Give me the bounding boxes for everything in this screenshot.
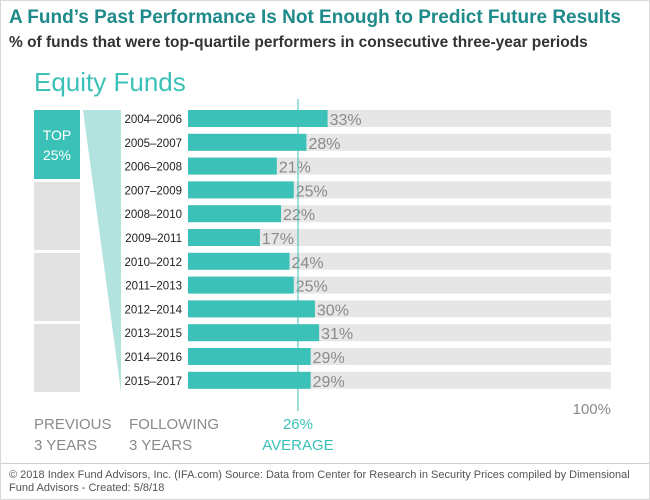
bar-row: 2015–2017 29% — [124, 371, 611, 391]
previous-caption-line1: PREVIOUS — [34, 416, 112, 433]
category-label: 2007–2009 — [124, 185, 182, 197]
bar-row: 2008–2010 22% — [124, 205, 611, 224]
previous-caption-line2: 3 YEARS — [34, 437, 98, 454]
data-label: 33% — [330, 112, 362, 129]
category-label: 2006–2008 — [124, 162, 182, 174]
data-label: 29% — [313, 374, 345, 391]
footer-divider — [1, 463, 649, 464]
bar — [188, 252, 290, 270]
top-percent-label: 25% — [43, 147, 71, 163]
category-label: 2004–2006 — [124, 114, 182, 126]
bar — [188, 133, 307, 151]
following-wedge — [83, 110, 121, 392]
bar — [188, 205, 282, 223]
quartile-box-3 — [34, 253, 80, 321]
bar-row: 2014–2016 29% — [124, 348, 611, 367]
bar-row: 2007–2009 25% — [124, 181, 611, 200]
chart-subtitle: % of funds that were top-quartile perfor… — [9, 34, 588, 51]
category-label: 2010–2012 — [124, 257, 182, 269]
data-label: 25% — [296, 183, 328, 200]
category-label: 2009–2011 — [125, 233, 182, 245]
footer-credit: © 2018 Index Fund Advisors, Inc. (IFA.co… — [9, 469, 630, 494]
category-label: 2005–2007 — [124, 138, 182, 150]
bar-track — [188, 205, 611, 223]
max-label: 100% — [572, 401, 611, 418]
category-label: 2012–2014 — [124, 304, 182, 316]
data-label: 21% — [279, 160, 311, 177]
top-quartile-box — [34, 110, 80, 179]
bar-row: 2011–2013 25% — [125, 276, 611, 296]
bar — [188, 110, 328, 127]
average-value: 26% — [282, 416, 313, 433]
bar — [188, 348, 311, 365]
bar-row: 2012–2014 30% — [124, 300, 611, 319]
category-label: 2008–2010 — [124, 209, 182, 221]
bar-track — [188, 229, 611, 246]
following-caption: FOLLOWING 3 YEARS — [129, 414, 219, 456]
bar-row: 2004–2006 33% — [124, 110, 611, 129]
bar — [188, 157, 277, 175]
bar — [188, 324, 320, 342]
chart-title: A Fund’s Past Performance Is Not Enough … — [9, 7, 621, 28]
category-label: 2013–2015 — [124, 328, 182, 340]
average-label: AVERAGE — [262, 437, 334, 454]
data-label: 31% — [321, 326, 353, 343]
bar-track — [188, 252, 611, 270]
bar-row: 2006–2008 21% — [124, 157, 611, 177]
bar — [188, 181, 294, 199]
bar-chart: TOP 25% 2004–2006 33% 2005–2007 28% 2006–200… — [34, 99, 611, 411]
bar — [188, 276, 294, 294]
category-label: 2011–2013 — [125, 281, 182, 293]
data-label: 28% — [308, 136, 340, 153]
bar-row: 2013–2015 31% — [124, 324, 611, 343]
data-label: 25% — [296, 279, 328, 296]
section-title: Equity Funds — [34, 67, 186, 97]
bar-row: 2009–2011 17% — [125, 229, 611, 248]
bar — [188, 229, 260, 246]
bar-rows: 2004–2006 33% 2005–2007 28% 2006–2008 21% 2007… — [124, 110, 611, 391]
bar-track — [188, 157, 611, 175]
quartile-column: TOP 25% — [34, 110, 121, 392]
quartile-box-2 — [34, 182, 80, 250]
data-label: 29% — [313, 350, 345, 367]
data-label: 22% — [283, 207, 315, 224]
quartile-box-4 — [34, 324, 80, 392]
data-label: 17% — [262, 231, 294, 248]
previous-caption: PREVIOUS 3 YEARS — [34, 414, 112, 456]
following-caption-line2: 3 YEARS — [129, 437, 193, 454]
category-label: 2015–2017 — [124, 376, 182, 388]
data-label: 24% — [292, 255, 324, 272]
average-caption: 26% AVERAGE — [258, 414, 338, 456]
category-label: 2014–2016 — [124, 352, 182, 364]
data-label: 30% — [317, 302, 349, 319]
following-caption-line1: FOLLOWING — [129, 416, 220, 433]
bar-row: 2010–2012 24% — [124, 252, 611, 272]
bar — [188, 300, 315, 318]
bar-row: 2005–2007 28% — [124, 133, 611, 153]
top-label: TOP — [43, 127, 72, 143]
bar — [188, 371, 311, 389]
